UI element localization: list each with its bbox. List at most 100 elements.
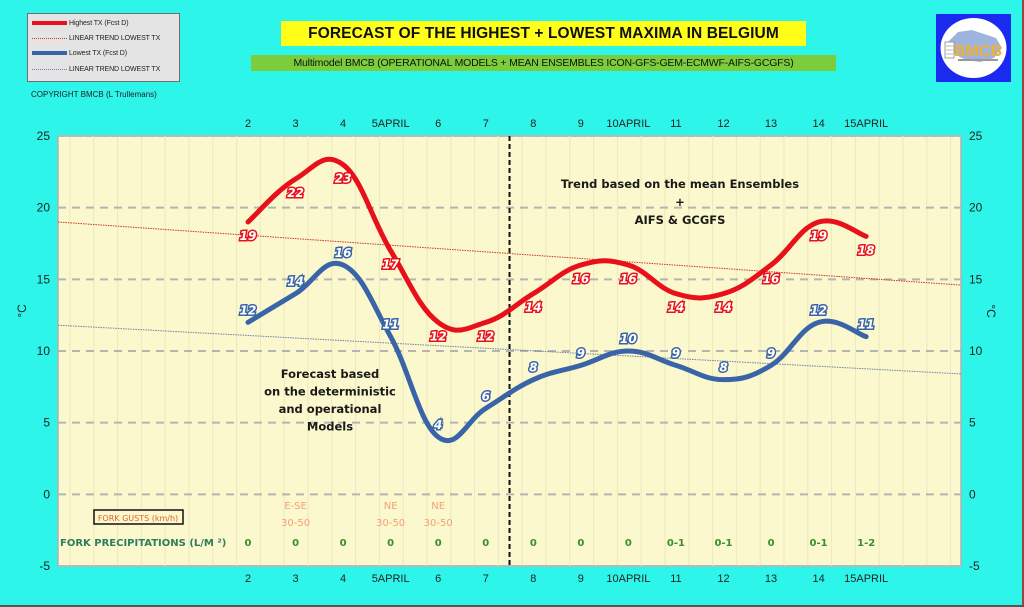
precipitation-value: 0: [577, 538, 584, 549]
x-tick-label-bottom: 10APRIL: [606, 573, 650, 585]
x-tick-label-top: 9: [578, 118, 584, 130]
annotation-trend-line: +: [675, 195, 685, 209]
gusts-label-box: [93, 509, 184, 525]
data-label-lowest: 16: [335, 246, 352, 260]
trend-line-highest: [57, 221, 962, 286]
series-line-highest: [245, 156, 869, 333]
annotation-trend-line: AIFS & GCGFS: [635, 213, 726, 227]
annotation-forecast-line: Forecast based: [281, 367, 380, 381]
y-tick-label-left: 10: [37, 344, 51, 358]
data-label-highest: 16: [763, 272, 780, 286]
legend-swatch-trend-lowest: [32, 68, 67, 70]
y-axis-left: -5 0 5 10 15 20 25: [37, 129, 51, 573]
series-line-lowest: [245, 260, 869, 443]
precipitation-value: 0-1: [714, 538, 732, 549]
data-label-lowest: 12: [240, 303, 257, 317]
annotation-trend-line: Trend based on the mean Ensembles: [561, 177, 799, 191]
trend-lines: [57, 221, 962, 375]
precipitation-value: 0: [530, 538, 537, 549]
y-tick-label-left: 5: [43, 416, 50, 430]
data-label-lowest: 9: [577, 346, 585, 360]
data-label-lowest: 10: [620, 332, 637, 346]
precipitation-value: 0: [340, 538, 347, 549]
x-tick-label-bottom: 14: [812, 573, 824, 585]
x-tick-label-top: 7: [483, 118, 489, 130]
x-tick-label-bottom: 3: [292, 573, 298, 585]
legend-label: LINEAR TREND LOWEST TX: [69, 65, 161, 73]
x-tick-label-bottom: 5APRIL: [372, 573, 410, 585]
trend-line-lowest: [57, 324, 962, 375]
gust-direction: NE: [384, 501, 398, 512]
legend-swatch-trend-highest: [32, 37, 67, 39]
x-tick-label-bottom: 7: [483, 573, 489, 585]
y-tick-label-right: 10: [969, 344, 983, 358]
x-tick-label-bottom: 15APRIL: [844, 573, 888, 585]
x-tick-label-top: 8: [530, 118, 536, 130]
x-tick-label-bottom: 9: [578, 573, 584, 585]
data-label-lowest: 6: [482, 389, 490, 403]
data-label-highest: 17: [382, 258, 399, 272]
x-tick-label-top: 11: [670, 118, 681, 130]
belgium-map-logo-icon: BMCB: [940, 18, 1007, 78]
y-tick-label-left: 25: [37, 129, 51, 143]
data-label-highest: 19: [810, 229, 827, 243]
precipitation-value: 0-1: [667, 538, 685, 549]
x-tick-label-top: 14: [812, 118, 824, 130]
data-label-lowest: 11: [858, 318, 875, 332]
legend-swatch-lowest: [32, 51, 67, 55]
annotations: Forecast based on the deterministic and op…: [264, 177, 799, 434]
precipitation-value: 0: [245, 538, 252, 549]
data-labels: 19 22 23 17 12 12 14 16 16 14 14 16 19 18 12 14 16 11 4 6 8 9…: [238, 170, 876, 433]
y-tick-label-right: 5: [969, 416, 976, 430]
precipitation-value: 0: [435, 538, 442, 549]
x-tick-label-top: 4: [340, 118, 346, 130]
annotation-forecast-line: Models: [307, 420, 353, 434]
legend-item-trend-highest: LINEAR TREND LOWEST TX: [32, 32, 160, 44]
chart-title: FORECAST OF THE HIGHEST + LOWEST MAXIMA …: [281, 21, 806, 46]
data-label-lowest: 14: [287, 275, 304, 289]
y-tick-label-right: 20: [969, 201, 983, 215]
x-tick-label-top: 5APRIL: [372, 118, 410, 130]
y-tick-label-right: 25: [969, 129, 983, 143]
data-label-highest: 16: [572, 272, 589, 286]
annotation-forecast-line: and operational: [279, 402, 382, 416]
legend-item-trend-lowest: LINEAR TREND LOWEST TX: [32, 63, 160, 75]
gusts-row: FORK GUSTS (km/h) E-SE 30-50 NE 30-50 NE 30-50: [93, 501, 453, 529]
precipitation-value: 0: [768, 538, 775, 549]
x-tick-label-bottom: 12: [717, 573, 729, 585]
x-tick-label-top: 13: [765, 118, 777, 130]
data-label-highest: 16: [620, 272, 637, 286]
x-tick-label-bottom: 2: [245, 573, 251, 585]
precipitation-value: 0: [482, 538, 489, 549]
data-label-highest: 22: [287, 186, 304, 200]
y-tick-label-right: 15: [969, 272, 983, 286]
data-label-highest: 14: [715, 301, 732, 315]
legend-swatch-highest: [32, 21, 67, 25]
data-label-lowest: 9: [672, 346, 680, 360]
gust-speed: 30-50: [376, 518, 405, 529]
data-label-highest: 19: [240, 229, 257, 243]
data-label-lowest: 4: [433, 418, 442, 432]
x-tick-label-bottom: 6: [435, 573, 441, 585]
x-tick-label-bottom: 11: [670, 573, 681, 585]
precipitation-row-label: FORK PRECIPITATIONS (L/M ²): [60, 538, 226, 549]
legend-label: Lowest TX (Fcst D): [69, 49, 127, 57]
x-tick-label-top: 12: [717, 118, 729, 130]
legend-item-lowest: Lowest TX (Fcst D): [32, 47, 127, 59]
x-tick-label-top: 15APRIL: [844, 118, 888, 130]
copyright-text: COPYRIGHT BMCB (L Trullemans): [31, 90, 157, 99]
x-tick-label-top: 2: [245, 118, 251, 130]
legend-label: Highest TX (Fcst D): [69, 19, 129, 27]
x-tick-label-top: 6: [435, 118, 441, 130]
data-label-lowest: 11: [382, 318, 399, 332]
logo-text: BMCB: [954, 43, 1002, 60]
y-tick-label-right: 0: [969, 487, 976, 501]
x-axis-top: 2 3 4 5APRIL 6 7 8 9 10APRIL 11 12 13 14 15APRIL: [245, 118, 888, 130]
data-label-highest: 23: [335, 172, 352, 186]
y-tick-label-left: -5: [39, 559, 50, 573]
annotation-forecast-line: on the deterministic: [264, 385, 396, 399]
legend-label: LINEAR TREND LOWEST TX: [69, 34, 161, 42]
bmcb-logo: BMCB: [936, 14, 1011, 82]
